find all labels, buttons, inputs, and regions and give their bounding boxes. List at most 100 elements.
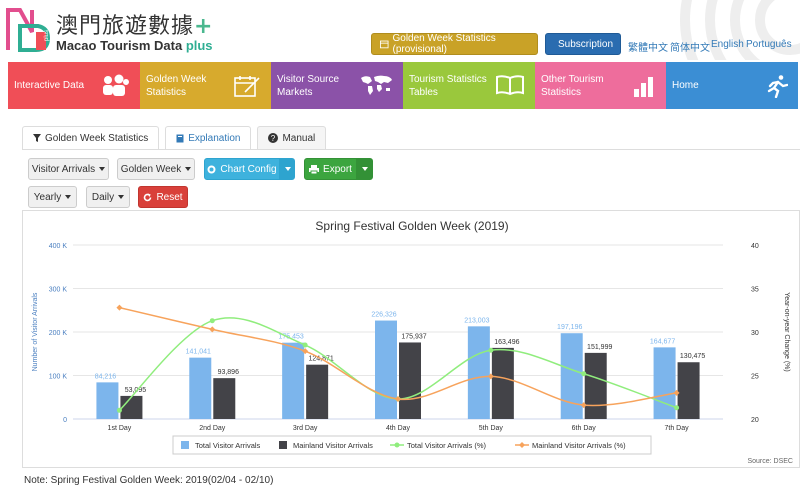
brand-plus-sign: +	[194, 14, 214, 39]
golden-week-statistics-label: Golden Week Statistics (provisional)	[392, 33, 496, 55]
data-label: 53,095	[125, 387, 147, 394]
line-point	[116, 304, 123, 311]
tab-golden-week-label: Golden Week Statistics	[45, 132, 149, 144]
question-icon: ?	[268, 133, 279, 143]
export-label: Export	[323, 163, 352, 175]
tile-tourism-statistics-tables[interactable]: Tourism Statistics Tables	[403, 62, 535, 109]
world-map-icon	[361, 75, 392, 95]
brand-plus-word: plus	[185, 38, 213, 53]
chart-config-button[interactable]: Chart Config	[204, 158, 280, 180]
tile-other-tourism-statistics[interactable]: Other Tourism Statistics	[535, 62, 666, 109]
tile-tourism-tables-label: Tourism Statistics Tables	[409, 73, 487, 98]
caret-down-icon	[99, 167, 106, 171]
bar	[375, 320, 397, 419]
chart-config-label: Chart Config	[220, 163, 277, 175]
lang-english[interactable]: English	[711, 39, 744, 50]
legend-label: Total Visitor Arrivals (%)	[407, 441, 487, 450]
site-logo[interactable]: plus	[6, 6, 50, 52]
data-label: 141,041	[186, 349, 211, 356]
chart-config-dropdown-toggle[interactable]	[280, 158, 295, 180]
tile-home[interactable]: Home	[666, 62, 798, 109]
legend-label: Mainland Visitor Arrivals	[293, 441, 373, 450]
export-button[interactable]: Export	[304, 158, 357, 180]
bar	[677, 362, 700, 419]
print-icon	[309, 164, 320, 174]
y-right-tick-label: 35	[751, 287, 759, 294]
line-point	[116, 407, 122, 413]
tab-explanation[interactable]: Explanation	[165, 126, 252, 150]
data-label: 151,999	[587, 344, 612, 351]
people-icon	[103, 74, 129, 96]
tile-golden-week-statistics[interactable]: Golden Week Statistics	[140, 62, 271, 109]
legend-label: Total Visitor Arrivals	[195, 441, 261, 450]
data-label: 175,937	[401, 333, 426, 340]
x-tick-label: 2nd Day	[199, 425, 226, 432]
reset-button[interactable]: Reset	[138, 186, 188, 208]
footnote: Note: Spring Festival Golden Week: 2019(…	[24, 475, 274, 486]
caret-down-icon	[65, 195, 72, 199]
line-point	[209, 326, 216, 333]
caret-down-icon	[284, 167, 291, 171]
data-label: 213,003	[464, 317, 489, 324]
golden-week-dropdown[interactable]: Golden Week	[117, 158, 195, 180]
line-point	[674, 405, 680, 411]
bar	[120, 395, 143, 419]
line-point	[302, 348, 309, 355]
bar	[584, 352, 607, 419]
tile-visitor-source-markets[interactable]: Visitor Source Markets	[271, 62, 403, 109]
lang-portuguese[interactable]: Português	[746, 39, 792, 50]
caret-down-icon	[362, 167, 368, 171]
tab-explanation-label: Explanation	[188, 132, 241, 144]
yearly-dropdown[interactable]: Yearly	[28, 186, 77, 208]
y-right-axis-title: Year-on-year Change (%)	[783, 292, 790, 372]
y-left-tick-label: 0	[63, 417, 67, 424]
x-tick-label: 4th Day	[386, 425, 411, 432]
y-right-tick-label: 25	[751, 374, 759, 381]
tile-golden-week-label: Golden Week Statistics	[146, 73, 207, 98]
section-tabs: Golden Week Statistics Explanation ? Man…	[22, 126, 327, 150]
y-left-tick-label: 300 K	[49, 287, 68, 294]
lang-simplified-chinese[interactable]: 简体中文	[670, 43, 710, 54]
bar	[96, 382, 119, 419]
subscription-button[interactable]: Subscription	[545, 33, 621, 55]
chart-panel: Spring Festival Golden Week (2019) 0 100 K…	[22, 210, 800, 468]
line-point	[395, 395, 401, 402]
brand-title-zh: 澳門旅遊數據+	[56, 8, 213, 40]
bar	[399, 342, 421, 419]
x-tick-label: 1st Day	[108, 425, 132, 432]
legend-marker	[519, 442, 525, 448]
export-dropdown-toggle[interactable]	[357, 158, 373, 180]
bar	[491, 347, 514, 419]
daily-dropdown[interactable]: Daily	[86, 186, 130, 208]
line-point	[673, 389, 680, 396]
lang-traditional-chinese[interactable]: 繁體中文	[628, 43, 668, 54]
legend-marker	[394, 442, 400, 448]
golden-week-statistics-button[interactable]: Golden Week Statistics (provisional)	[371, 33, 538, 55]
tab-golden-week-statistics[interactable]: Golden Week Statistics	[22, 126, 160, 150]
open-book-icon	[496, 75, 524, 96]
calendar-icon	[380, 40, 389, 49]
line-point	[209, 318, 215, 324]
y-left-axis-title: Number of Visitor Arrivals	[32, 292, 39, 371]
bar	[653, 347, 676, 419]
tile-home-label: Home	[672, 80, 699, 91]
refresh-icon	[144, 193, 152, 201]
bar	[282, 342, 305, 419]
x-tick-label: 7th Day	[665, 425, 690, 432]
tab-manual[interactable]: ? Manual	[257, 126, 327, 150]
yearly-label: Yearly	[33, 191, 62, 203]
golden-week-chart: Spring Festival Golden Week (2019) 0 100 K…	[32, 219, 793, 465]
tile-interactive-data[interactable]: Interactive Data	[8, 62, 140, 109]
visitor-arrivals-dropdown[interactable]: Visitor Arrivals	[28, 158, 109, 180]
bar	[560, 333, 583, 419]
line-point	[581, 371, 587, 377]
y-left-tick-label: 400 K	[49, 243, 68, 250]
caret-down-icon	[118, 195, 125, 199]
data-label: 164,677	[650, 338, 675, 345]
visitor-arrivals-label: Visitor Arrivals	[31, 163, 96, 175]
data-label: 175,453	[278, 334, 303, 341]
legend-label: Mainland Visitor Arrivals (%)	[532, 441, 626, 450]
line-point	[488, 347, 494, 353]
bar-chart-icon	[634, 77, 653, 97]
line-point	[487, 373, 494, 380]
